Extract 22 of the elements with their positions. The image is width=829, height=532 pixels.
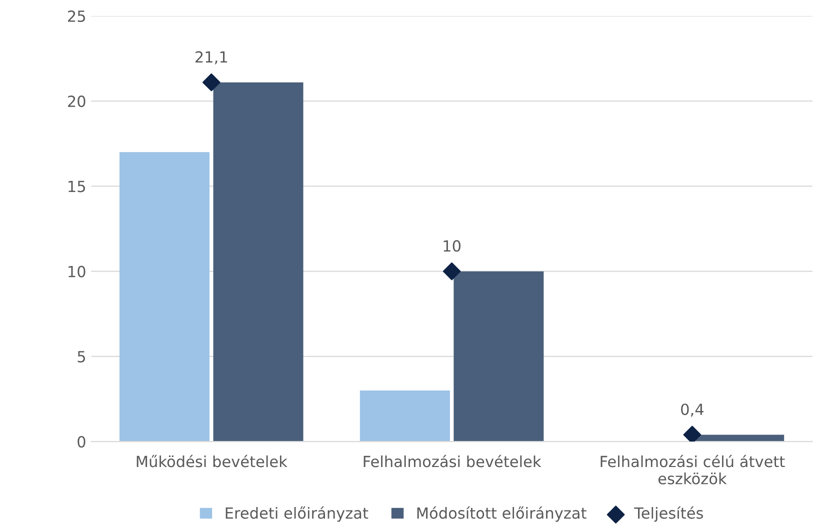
point [442, 262, 461, 280]
x-tick-label: Felhalmozási bevételek [364, 454, 542, 468]
bar [120, 152, 210, 442]
legend-label: Eredeti előirányzat [226, 506, 368, 522]
bar [360, 390, 450, 442]
y-tick-label: 15 [68, 180, 85, 192]
y-tick-label: 10 [68, 266, 86, 278]
data-label: 21,1 [196, 51, 227, 64]
point [683, 426, 702, 442]
bar [213, 82, 304, 442]
data-label: 0,4 [681, 404, 704, 417]
data-label: 10 [444, 240, 461, 252]
y-tick-label: 0 [78, 436, 86, 448]
y-tick-label: 20 [68, 96, 86, 108]
point [202, 73, 220, 92]
y-tick-label: 5 [78, 351, 85, 362]
legend-label: Módosított előirányzat [417, 506, 586, 522]
x-tick-label: Működési bevételek [136, 454, 288, 468]
x-tick-label: Felhalmozási célú átvett eszközök [600, 454, 785, 484]
bar [454, 271, 544, 442]
y-tick-label: 25 [68, 10, 85, 22]
legend-label: Teljesítés [634, 506, 703, 522]
